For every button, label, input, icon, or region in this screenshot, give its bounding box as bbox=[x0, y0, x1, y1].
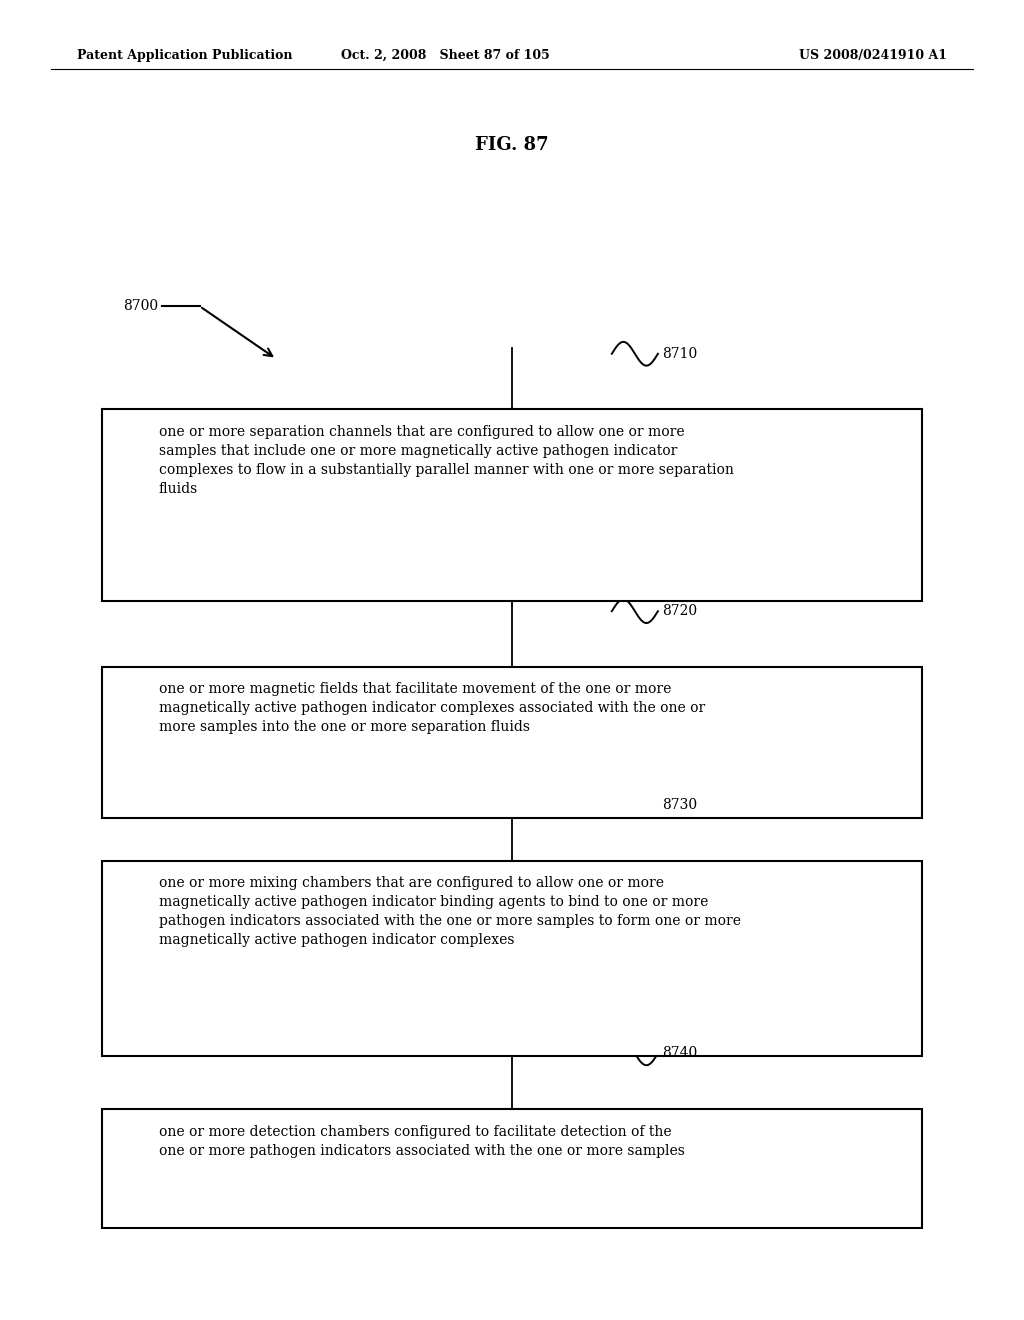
Text: 8710: 8710 bbox=[663, 347, 697, 360]
Text: 8730: 8730 bbox=[663, 799, 697, 812]
Text: one or more mixing chambers that are configured to allow one or more
magneticall: one or more mixing chambers that are con… bbox=[159, 876, 740, 948]
Text: one or more separation channels that are configured to allow one or more
samples: one or more separation channels that are… bbox=[159, 425, 733, 496]
Text: Patent Application Publication: Patent Application Publication bbox=[77, 49, 292, 62]
Text: 8720: 8720 bbox=[663, 605, 697, 618]
Text: 8740: 8740 bbox=[663, 1047, 697, 1060]
Bar bbox=[102, 409, 922, 601]
Text: US 2008/0241910 A1: US 2008/0241910 A1 bbox=[799, 49, 947, 62]
Text: Oct. 2, 2008   Sheet 87 of 105: Oct. 2, 2008 Sheet 87 of 105 bbox=[341, 49, 550, 62]
Bar bbox=[102, 667, 922, 818]
Bar bbox=[102, 861, 922, 1056]
Text: FIG. 87: FIG. 87 bbox=[475, 136, 549, 154]
Text: one or more magnetic fields that facilitate movement of the one or more
magnetic: one or more magnetic fields that facilit… bbox=[159, 682, 705, 734]
Bar bbox=[102, 1109, 922, 1228]
Text: one or more detection chambers configured to facilitate detection of the
one or : one or more detection chambers configure… bbox=[159, 1125, 685, 1158]
Text: 8700: 8700 bbox=[124, 300, 159, 313]
